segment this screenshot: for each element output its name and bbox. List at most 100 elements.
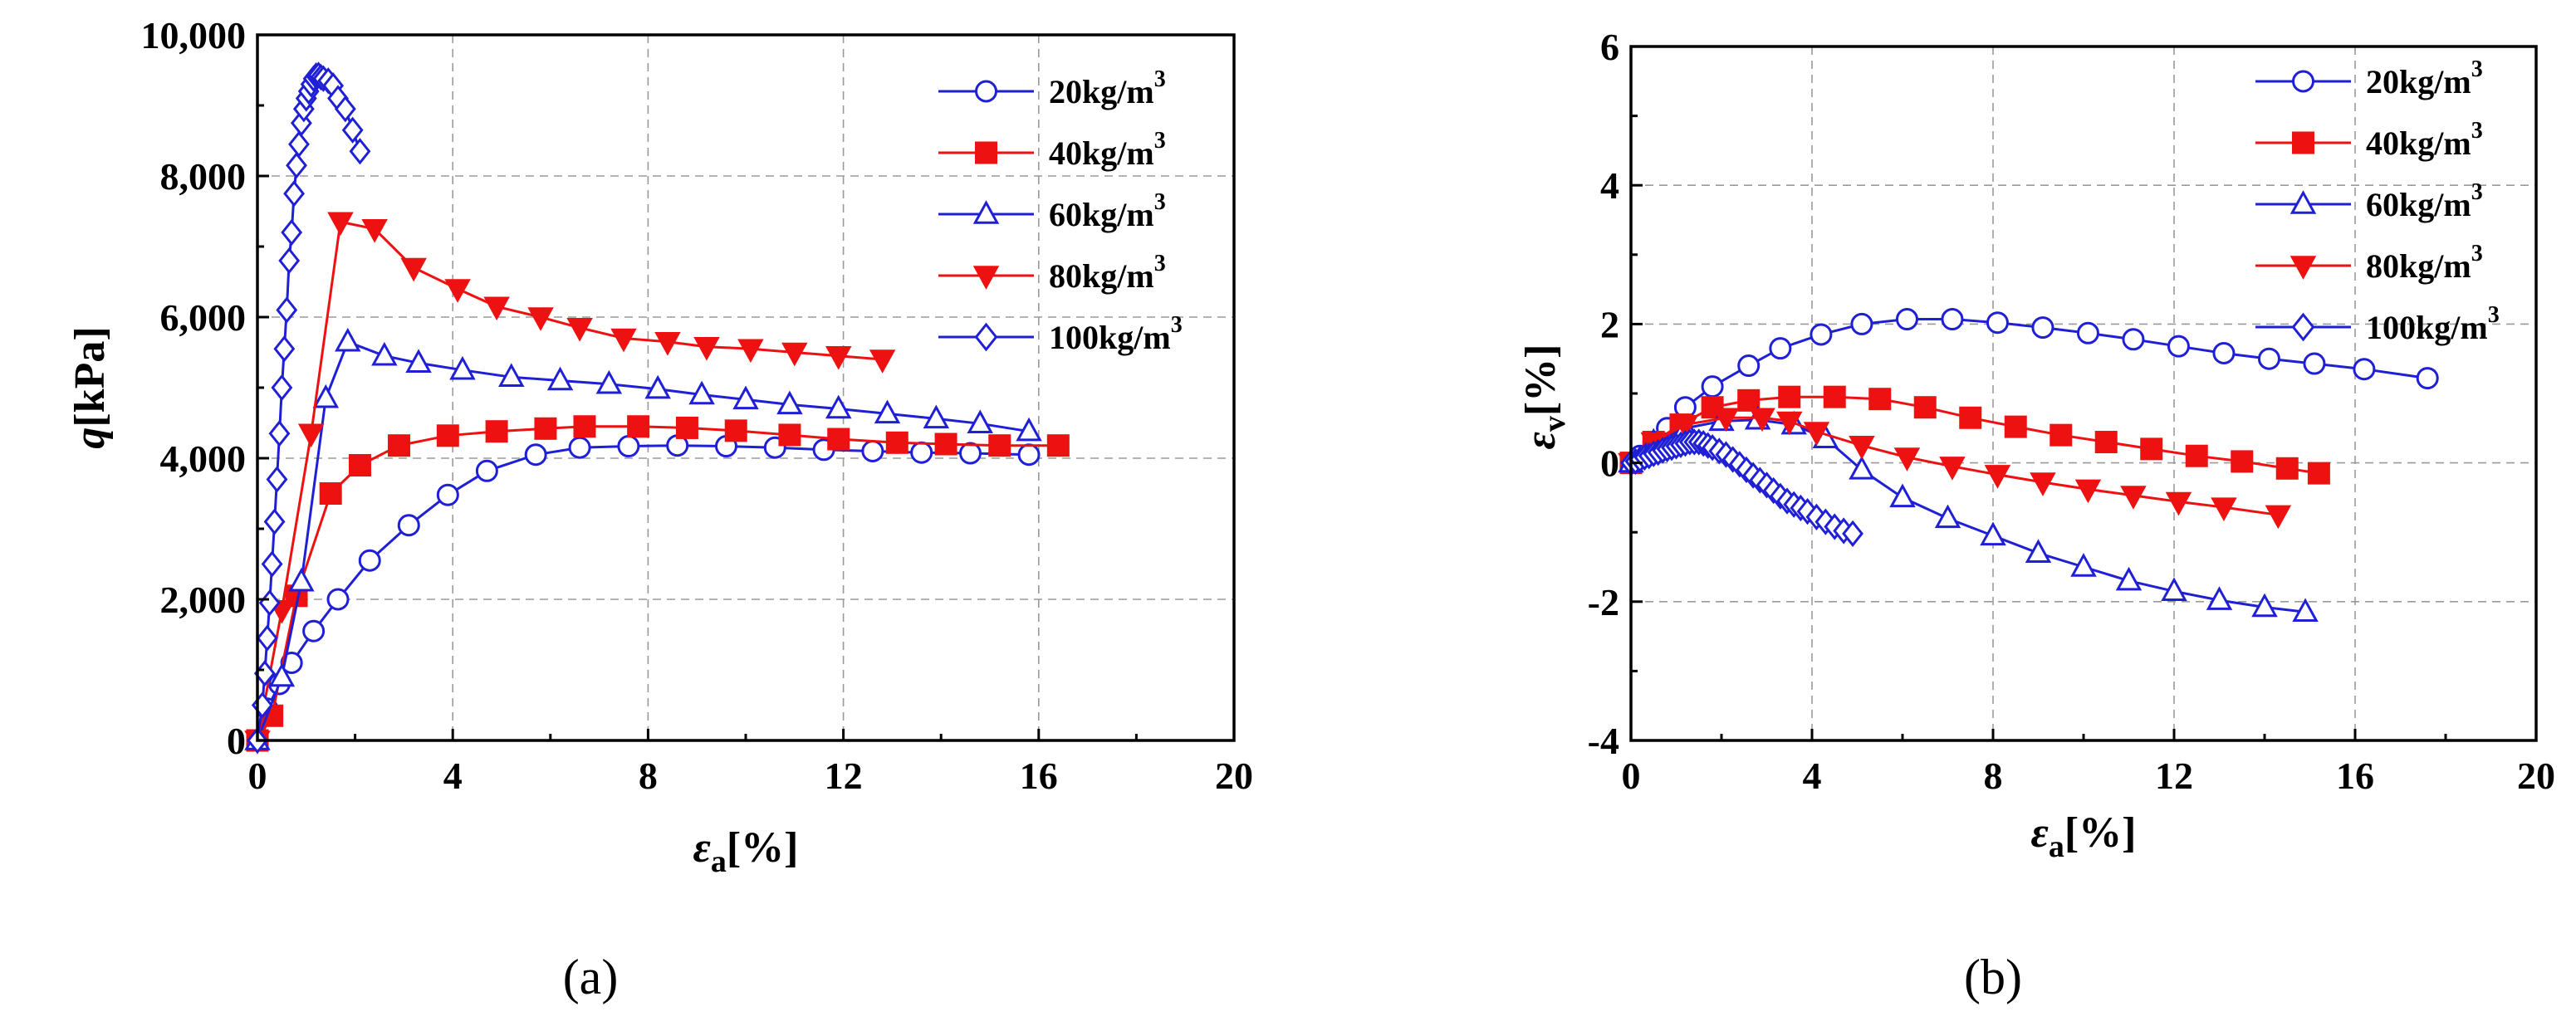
series-b-2	[1618, 405, 2319, 623]
data-point-b-3-10	[1984, 465, 2011, 489]
data-point-b-2-10	[1980, 521, 2006, 546]
series-line-a-2	[256, 340, 1030, 741]
data-point-b-1-8	[1913, 396, 1937, 419]
legend-marker-b-4	[2291, 312, 2315, 342]
y-tick-label-b-5: 6	[1600, 26, 1619, 68]
legend-entry-a-1: 40kg/m3	[938, 128, 1166, 172]
legend-label-base-a-1: 40kg/m	[1049, 134, 1154, 172]
legend-label-a-4: 100kg/m3	[1049, 312, 1183, 356]
data-point-a-1-15	[885, 431, 908, 454]
data-point-a-2-6	[405, 349, 432, 373]
data-point-b-1-15	[2231, 450, 2254, 473]
y-axis-subscript-b: v	[1537, 416, 1572, 432]
data-point-b-3-14	[2165, 491, 2192, 516]
data-point-b-1-16	[2275, 457, 2299, 480]
data-point-a-0-19	[958, 442, 982, 465]
data-point-a-1-18	[1046, 434, 1070, 457]
data-point-b-1-14	[2185, 444, 2208, 467]
data-point-b-1-7	[1868, 388, 1892, 411]
data-point-b-1-12	[2094, 431, 2118, 454]
data-point-b-1-9	[1959, 406, 1982, 429]
data-point-b-3-11	[2030, 472, 2056, 496]
data-point-a-3-4	[361, 219, 388, 243]
data-point-a-2-3	[312, 384, 340, 408]
panel-label-a: (a)	[563, 950, 619, 1004]
data-point-a-3-10	[610, 328, 637, 353]
data-point-b-0-8	[1810, 323, 1833, 346]
x-axis-subscript-a: a	[711, 844, 727, 879]
x-axis-subscript-b: a	[2049, 829, 2064, 864]
data-point-a-2-7	[449, 355, 476, 380]
data-point-a-1-10	[627, 415, 650, 438]
legend-marker-b-2	[2290, 190, 2317, 214]
x-tick-label-b-5: 20	[2517, 755, 2555, 797]
y-tick-label-b-0: -4	[1588, 720, 1619, 762]
data-point-a-2-10	[595, 369, 623, 394]
data-point-a-1-9	[573, 415, 596, 438]
data-point-a-2-12	[688, 380, 715, 405]
data-point-a-2-1	[268, 662, 296, 687]
legend-label-sup-b-0: 3	[2471, 56, 2483, 82]
data-point-a-1-5	[388, 434, 411, 457]
y-tick-label-b-1: -2	[1588, 581, 1619, 623]
data-point-b-0-6	[1737, 354, 1761, 378]
legend-label-sup-a-3: 3	[1154, 251, 1166, 276]
data-point-a-3-14	[781, 342, 808, 367]
data-point-b-2-12	[2070, 553, 2097, 577]
data-point-a-4-13	[281, 218, 303, 247]
data-point-a-3-13	[737, 339, 764, 364]
data-point-b-0-9	[1850, 312, 1873, 335]
data-point-a-0-10	[524, 443, 547, 467]
data-point-b-3-2	[1672, 414, 1699, 439]
y-axis-title-b: εv[%]	[1517, 344, 1572, 450]
data-point-a-3-15	[825, 346, 852, 370]
data-point-a-4-8	[268, 420, 291, 447]
legend-entry-a-3: 80kg/m3	[938, 251, 1166, 295]
y-tick-label-a-0: 0	[227, 720, 246, 762]
data-point-b-3-8	[1893, 447, 1921, 471]
y-tick-label-a-2: 4,000	[160, 437, 247, 480]
data-point-a-2-16	[874, 399, 901, 424]
data-point-a-1-12	[724, 419, 747, 442]
data-point-b-3-15	[2211, 497, 2237, 522]
data-point-b-2-15	[2206, 586, 2233, 610]
data-point-b-2-7	[1849, 456, 1875, 480]
data-point-b-4-37	[1842, 520, 1863, 548]
data-point-a-2-15	[825, 394, 852, 419]
x-tick-label-b-4: 16	[2336, 755, 2374, 797]
legend-label-a-0: 20kg/m3	[1049, 66, 1166, 110]
y-tick-label-b-3: 2	[1600, 303, 1619, 345]
data-point-b-0-18	[2257, 347, 2280, 370]
data-point-b-2-13	[2115, 566, 2143, 591]
x-tick-label-b-3: 12	[2155, 755, 2193, 797]
legend-label-sup-b-4: 3	[2488, 302, 2500, 328]
legend-label-b-2: 60kg/m3	[2366, 179, 2483, 223]
x-tick-label-a-5: 20	[1215, 755, 1253, 797]
legend-label-base-b-0: 20kg/m	[2366, 63, 2471, 100]
data-point-a-3-5	[400, 257, 427, 282]
x-axis-unit-b: [%]	[2064, 809, 2137, 857]
y-axis-symbol-a: q	[66, 428, 114, 449]
data-point-b-0-19	[2303, 352, 2326, 375]
data-point-b-0-12	[1986, 311, 2009, 335]
data-point-a-0-4	[302, 619, 326, 642]
legend-label-sup-a-1: 3	[1154, 128, 1166, 154]
data-point-b-2-14	[2161, 577, 2187, 601]
y-axis-title-a: q[kPa]	[66, 326, 114, 448]
legend-label-a-2: 60kg/m3	[1049, 189, 1166, 233]
series-a-2	[244, 327, 1042, 750]
data-point-b-3-3	[1712, 408, 1740, 432]
y-axis-symbol-b: ε	[1517, 432, 1565, 449]
legend-label-base-a-3: 80kg/m	[1049, 257, 1154, 295]
data-point-a-4-10	[273, 335, 296, 363]
legend-label-b-4: 100kg/m3	[2366, 302, 2500, 346]
data-point-a-1-16	[934, 432, 957, 456]
x-axis-unit-a: [%]	[727, 824, 799, 872]
series-line-a-3	[256, 220, 883, 741]
data-point-b-0-10	[1895, 308, 1918, 331]
panel-label-b: (b)	[1964, 950, 2022, 1004]
ticks-b: 0 4 8 12 16 20 -4 -2 0 2 4 6	[1588, 26, 2555, 797]
data-point-b-0-16	[2167, 335, 2190, 358]
